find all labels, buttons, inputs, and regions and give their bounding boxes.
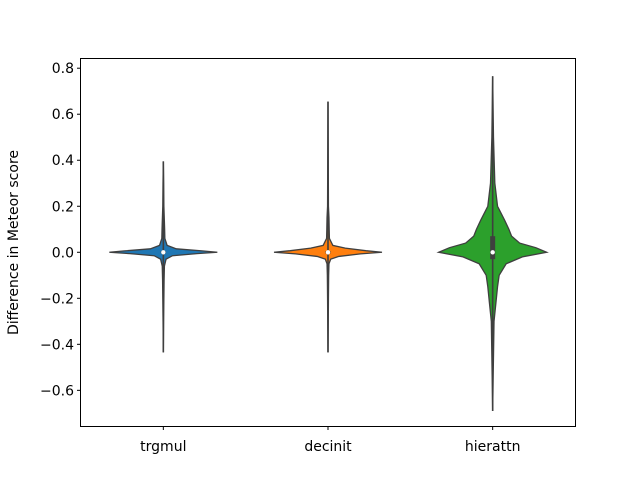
y-tick-label: 0.4: [52, 153, 74, 169]
median-marker-decinit: [325, 250, 331, 255]
median-marker-hierattn: [490, 250, 495, 255]
y-tick-label: −0.6: [40, 383, 74, 399]
x-tick-label: hierattn: [465, 439, 521, 455]
y-axis: −0.6 −0.4 −0.2 0.0 0.2 0.4 0.6 0.8: [40, 61, 81, 399]
y-axis-label: Difference in Meteor score: [6, 150, 22, 335]
violins-layer: [109, 76, 549, 412]
median-marker-trgmul: [161, 250, 166, 255]
y-tick-label: 0.2: [52, 199, 74, 215]
x-tick-label: decinit: [304, 439, 352, 455]
y-tick-label: 0.6: [52, 107, 74, 123]
x-tick-label: trgmul: [140, 439, 186, 455]
y-tick-label: 0.0: [52, 245, 74, 261]
x-axis: trgmul decinit hierattn: [140, 426, 520, 455]
y-tick-label: −0.4: [40, 337, 74, 353]
y-tick-label: 0.8: [52, 61, 74, 77]
y-tick-label: −0.2: [40, 291, 74, 307]
